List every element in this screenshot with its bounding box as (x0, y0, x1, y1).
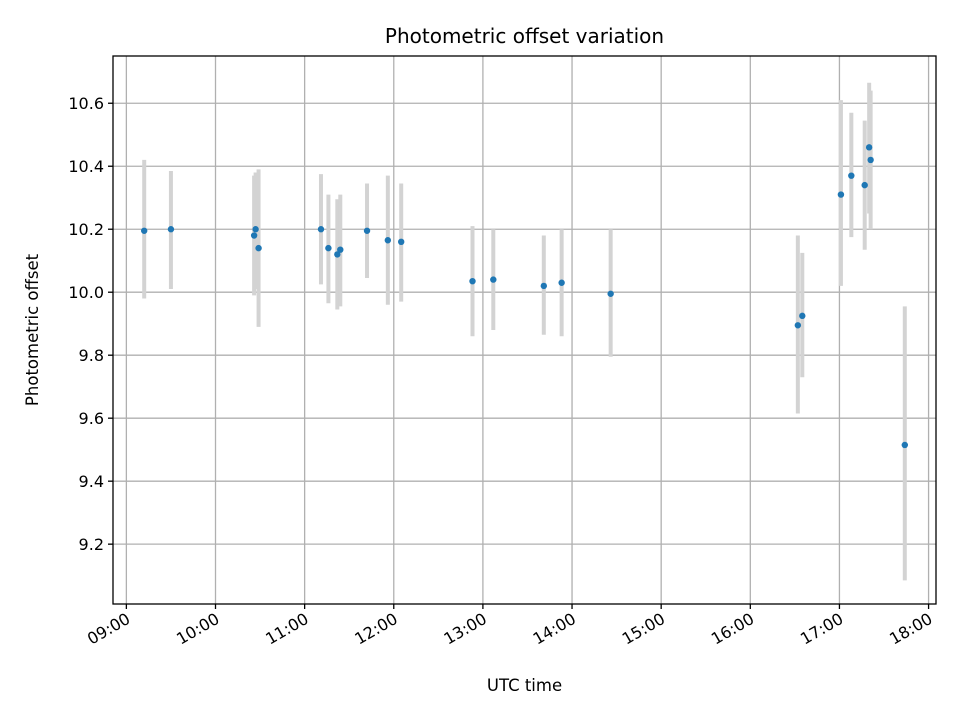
data-point (397, 238, 405, 246)
data-points (140, 144, 909, 449)
y-axis-ticks: 9.2 9.4 9.6 9.8 10.0 10.2 10.4 10.6 (68, 94, 113, 554)
data-point (558, 279, 565, 286)
data-point (384, 237, 392, 244)
data-point (861, 181, 868, 189)
data-point (250, 232, 258, 239)
data-point (490, 276, 497, 283)
data-point (607, 290, 614, 297)
y-tick-label: 9.4 (79, 472, 104, 491)
data-point (848, 172, 855, 179)
data-point (337, 246, 344, 253)
axes-frame (112, 55, 937, 605)
data-point (140, 227, 148, 234)
data-point (837, 191, 845, 198)
data-point (901, 441, 909, 449)
data-point (794, 322, 802, 329)
data-point (867, 156, 874, 164)
y-tick-label: 10.0 (68, 283, 104, 302)
y-axis-label: Photometric offset (23, 253, 42, 406)
y-tick-label: 9.2 (79, 535, 104, 554)
y-tick-label: 10.2 (68, 220, 104, 239)
y-tick-label: 10.4 (68, 157, 104, 176)
x-axis-label: UTC time (487, 676, 562, 695)
data-point (334, 251, 341, 258)
y-tick-label: 9.8 (79, 346, 104, 365)
data-point (325, 244, 332, 252)
data-point (865, 144, 873, 151)
data-point (363, 227, 371, 234)
data-point (167, 226, 175, 233)
data-point (469, 277, 476, 285)
chart-title: Photometric offset variation (385, 24, 664, 48)
y-tick-label: 10.6 (68, 94, 104, 113)
data-point (317, 226, 325, 233)
y-tick-label: 9.6 (79, 409, 104, 428)
data-point (252, 226, 259, 233)
data-point (540, 282, 548, 290)
data-point (799, 312, 806, 320)
data-point (255, 244, 262, 252)
